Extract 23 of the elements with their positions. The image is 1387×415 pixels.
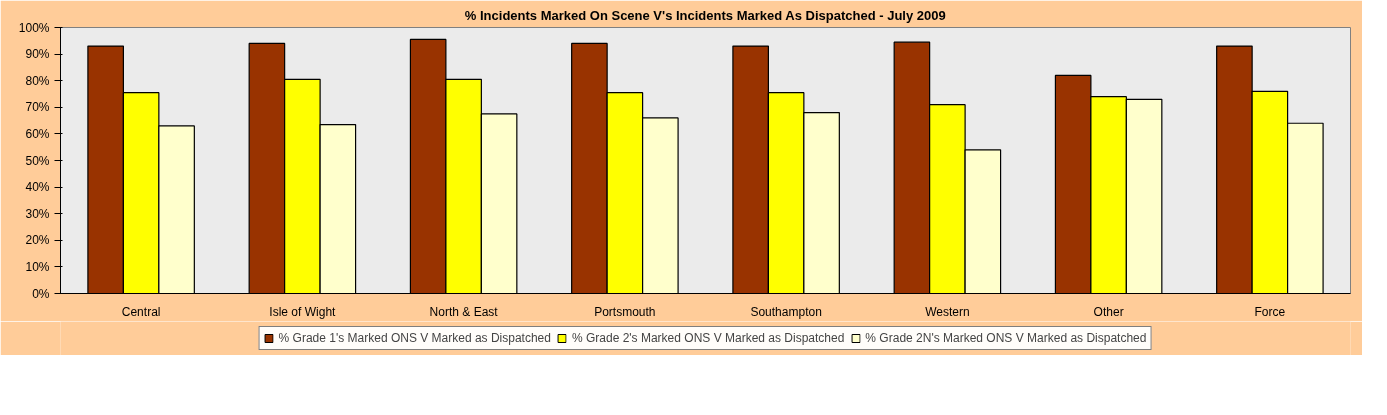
x-tick-label: Other — [1093, 304, 1124, 319]
x-tick-label: Isle of Wight — [269, 304, 337, 319]
y-tick-label: 70% — [25, 100, 50, 115]
legend-label: % Grade 2's Marked ONS V Marked as Dispatched — [571, 331, 845, 345]
y-tick-label: 80% — [25, 73, 50, 88]
x-tick-label: Southampton — [750, 304, 822, 319]
y-tick-label: 40% — [25, 180, 50, 195]
x-tick-label: Western — [925, 304, 970, 319]
y-tick-label: 90% — [25, 47, 50, 62]
legend-label: % Grade 2N's Marked ONS V Marked as Dispatched — [865, 331, 1147, 345]
x-tick-label: North & East — [429, 304, 499, 319]
y-tick-label: 0% — [32, 286, 50, 301]
y-tick-label: 30% — [25, 206, 50, 221]
chart-title: % Incidents Marked On Scene V's Incidents Marked As Dispatched - July 2009 — [464, 7, 946, 23]
y-tick-label: 50% — [25, 153, 50, 168]
y-tick-label: 60% — [25, 126, 50, 141]
x-tick-label: Force — [1254, 304, 1286, 319]
y-tick-label: 100% — [18, 20, 50, 35]
x-tick-label: Central — [121, 304, 161, 319]
x-tick-label: Portsmouth — [594, 304, 656, 319]
y-tick-label: 20% — [25, 233, 50, 248]
legend-label: % Grade 1's Marked ONS V Marked as Dispatched — [278, 331, 551, 345]
y-tick-label: 10% — [25, 259, 50, 274]
